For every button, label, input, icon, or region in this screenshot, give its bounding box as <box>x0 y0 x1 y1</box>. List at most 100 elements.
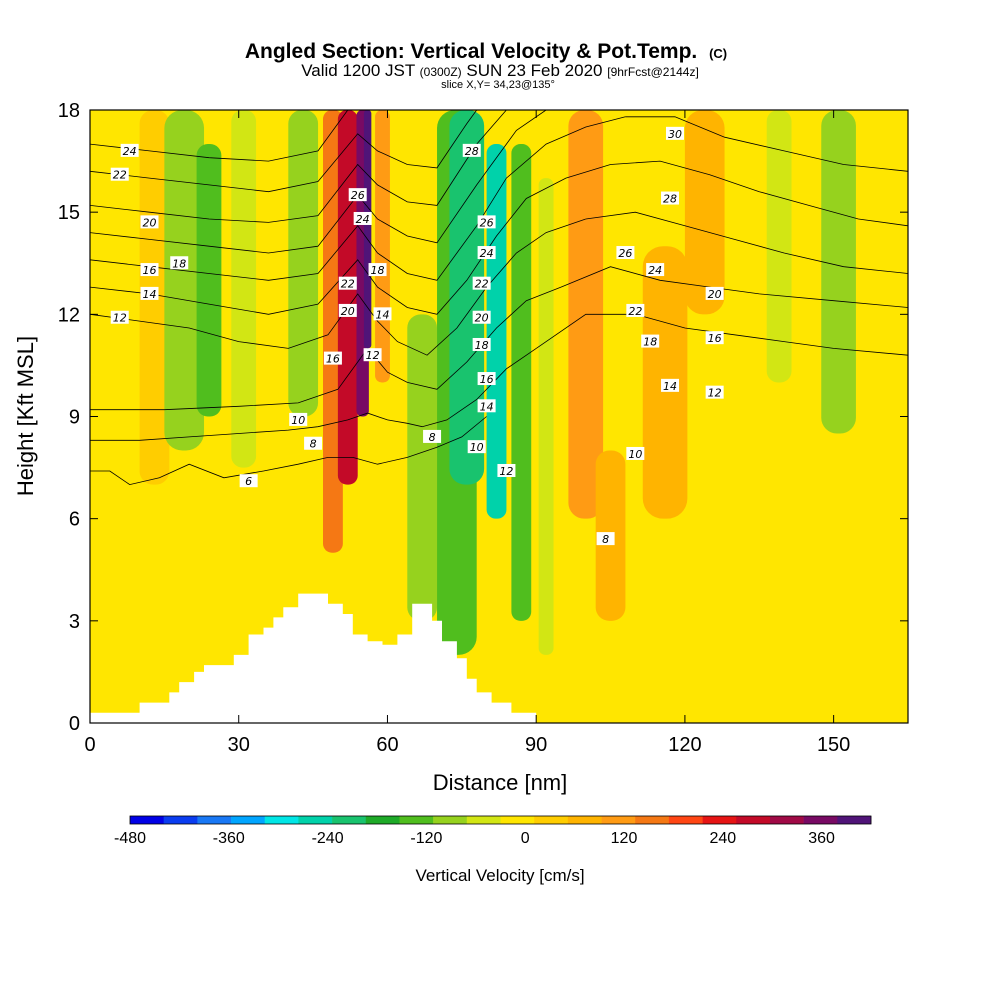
theta-label-text: 28 <box>663 193 677 206</box>
theta-label-23: 18 <box>472 337 491 352</box>
colorbar-swatch-0 <box>130 816 164 824</box>
velocity-band-5 <box>288 110 319 417</box>
terrain-mask <box>90 593 537 723</box>
theta-contour-18-6 <box>90 110 547 254</box>
colorbar-tick-label: -480 <box>114 830 146 847</box>
theta-label-30: 30 <box>665 126 684 141</box>
theta-label-text: 18 <box>371 264 385 277</box>
valid-time: Valid 1200 JST <box>301 61 415 80</box>
y-tick-label: 12 <box>58 304 80 326</box>
theta-label-text: 14 <box>375 308 389 321</box>
colorbar-tick-label: -360 <box>213 830 245 847</box>
theta-contour-12-12 <box>585 211 908 274</box>
theta-label-38: 14 <box>661 378 680 393</box>
theta-label-text: 24 <box>480 247 494 260</box>
theta-label-15: 10 <box>289 412 308 427</box>
theta-contour-10-2 <box>90 286 562 411</box>
velocity-band-4 <box>231 110 257 468</box>
theta-label-text: 10 <box>628 448 642 461</box>
svg-text:Valid 1200 JST (0300Z): Valid 1200 JST (0300Z) SUN 23 Feb 2020 [… <box>301 61 699 80</box>
colorbar-swatch-9 <box>433 816 468 824</box>
colorbar-swatch-2 <box>197 816 232 824</box>
theta-contour-labels: 24 22 20 16 18 14 12 26 24 22 18 20 14 16 12 10 8 6 28 26 24… <box>110 126 724 546</box>
theta-label-19: 26 <box>477 215 496 229</box>
colorbar-swatch-18 <box>736 816 771 824</box>
theta-label-text: 18 <box>643 336 657 349</box>
theta-label-13: 16 <box>323 351 342 366</box>
x-tick-label: 30 <box>228 734 250 756</box>
colorbar-tick-label: -240 <box>312 830 344 847</box>
theta-label-11: 20 <box>338 303 357 318</box>
theta-label-4: 18 <box>170 256 189 270</box>
theta-label-7: 26 <box>348 188 367 202</box>
colorbar-swatch-12 <box>534 816 569 824</box>
theta-contours <box>90 110 908 486</box>
theta-label-text: 8 <box>429 431 436 444</box>
colorbar-swatch-10 <box>466 816 501 824</box>
plot-area: 24 22 20 16 18 14 12 26 24 22 18 20 14 16 12 10 8 6 28 26 24… <box>90 110 908 723</box>
theta-label-24: 16 <box>477 372 496 386</box>
y-tick-label: 3 <box>69 611 80 633</box>
theta-label-text: 16 <box>326 353 340 366</box>
theta-label-8: 24 <box>353 211 372 226</box>
theta-label-text: 20 <box>475 312 489 325</box>
velocity-band-21 <box>732 110 757 417</box>
x-tick-label: 60 <box>376 734 398 756</box>
theta-label-text: 30 <box>668 128 682 141</box>
theta-label-text: 18 <box>172 257 186 270</box>
theta-label-text: 8 <box>602 533 609 546</box>
theta-contour-6-0 <box>90 416 487 486</box>
theta-label-text: 10 <box>291 414 305 427</box>
velocity-band-16 <box>538 178 554 655</box>
theta-contour-24-9 <box>90 110 349 162</box>
theta-label-text: 20 <box>708 288 722 301</box>
velocity-band-9 <box>363 110 372 349</box>
theta-label-text: 26 <box>480 216 494 229</box>
valid-date: SUN 23 Feb 2020 <box>466 61 602 80</box>
y-tick-label: 0 <box>69 713 80 735</box>
colorbar-swatch-8 <box>399 816 434 824</box>
theta-label-text: 22 <box>113 169 127 182</box>
velocity-band-7 <box>337 110 358 485</box>
y-axis: 0 3 6 9 12 15 18 <box>58 100 908 735</box>
theta-contour-16-5 <box>90 116 626 281</box>
theta-label-text: 24 <box>648 264 662 277</box>
x-tick-label: 0 <box>84 734 95 756</box>
theta-contour-20-7 <box>90 110 507 223</box>
velocity-band-2 <box>164 110 205 451</box>
theta-label-text: 12 <box>499 465 513 478</box>
y-tick-label: 9 <box>69 407 80 429</box>
theta-label-5: 14 <box>140 286 159 301</box>
theta-label-text: 24 <box>123 145 137 158</box>
theta-label-36: 18 <box>641 334 660 349</box>
theta-label-40: 10 <box>626 446 645 461</box>
colorbar-swatch-13 <box>567 816 602 824</box>
theta-label-text: 22 <box>341 278 355 291</box>
theta-label-text: 8 <box>310 438 317 451</box>
x-tick-label: 150 <box>817 734 850 756</box>
theta-label-1: 22 <box>110 167 129 182</box>
colorbar-swatch-3 <box>231 816 266 824</box>
velocity-band-11 <box>407 314 438 621</box>
colorbar-tick-label: -120 <box>410 830 442 847</box>
x-axis-label: Distance [nm] <box>433 770 568 795</box>
colorbar-swatch-16 <box>668 816 703 824</box>
colorbar-frame <box>129 815 872 825</box>
theta-label-31: 28 <box>661 191 680 206</box>
theta-label-3: 16 <box>140 263 159 277</box>
velocity-band-3 <box>196 144 222 417</box>
theta-label-text: 28 <box>465 145 479 158</box>
velocity-band-20 <box>684 110 725 315</box>
theta-label-text: 26 <box>351 189 365 202</box>
theta-label-text: 26 <box>618 247 632 260</box>
theta-label-text: 20 <box>341 305 355 318</box>
theta-label-text: 24 <box>356 213 370 226</box>
velocity-band-23 <box>821 110 856 434</box>
theta-label-17: 6 <box>239 474 258 488</box>
chart-title-unit: (C) <box>709 46 727 61</box>
theta-contour-16-14 <box>625 116 908 172</box>
x-axis: 0 30 60 90 120 150 <box>84 110 850 756</box>
colorbar-swatch-5 <box>298 816 333 824</box>
theta-label-25: 14 <box>477 399 496 413</box>
